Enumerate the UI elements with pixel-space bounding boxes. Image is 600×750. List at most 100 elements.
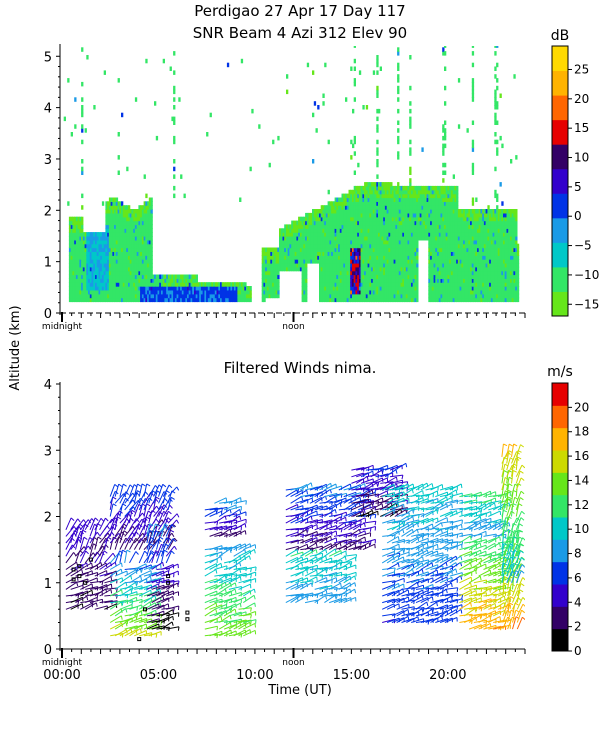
snr-heatmap-cell: [449, 243, 452, 249]
snr-heatmap-cell: [77, 297, 80, 303]
snr-heatmap-cell: [298, 266, 301, 272]
snr-heatmap-cell: [388, 209, 391, 214]
snr-heatmap-cell: [343, 193, 346, 199]
snr-heatmap-cell: [353, 239, 356, 245]
snr-heatmap-cell: [442, 147, 445, 152]
snr-heatmap-cell: [185, 286, 188, 291]
snr-heatmap-cell: [398, 228, 402, 233]
snr-heatmap-cell: [411, 243, 414, 249]
snr-heatmap-cell: [148, 247, 152, 252]
snr-heatmap-cell: [492, 297, 495, 303]
snr-heatmap-cell: [477, 255, 480, 260]
snr-heatmap-cell: [70, 262, 73, 268]
snr-heatmap-cell: [133, 209, 136, 214]
snr-heatmap-cell: [148, 243, 152, 249]
snr-heatmap-cell: [138, 216, 141, 222]
snr-heatmap-cell: [301, 224, 304, 229]
snr-heatmap-cell: [338, 262, 341, 268]
snr-heatmap-cell: [108, 289, 112, 295]
snr-heatmap-cell: [496, 243, 499, 249]
snr-heatmap-cell: [489, 289, 492, 295]
snr-heatmap-cell: [93, 297, 96, 303]
snr-heatmap-cell: [440, 189, 443, 195]
snr-heatmap-cell: [438, 201, 442, 206]
snr-heatmap-cell: [244, 297, 247, 303]
snr-heatmap-cell: [353, 193, 356, 199]
snr-heatmap-cell: [464, 212, 468, 218]
snr-heatmap-cell: [416, 278, 419, 283]
snr-heatmap-cell: [378, 205, 381, 210]
snr-heatmap-cell: [324, 232, 327, 237]
snr-heatmap-cell: [331, 209, 334, 214]
snr-heatmap-cell: [331, 247, 334, 252]
snr-heatmap-cell: [409, 259, 412, 264]
snr-heatmap-cell: [181, 297, 185, 303]
snr-heatmap-cell: [325, 232, 329, 237]
snr-heatmap-cell: [176, 289, 179, 295]
snr-heatmap-cell: [362, 105, 365, 110]
snr-heatmap-cell: [128, 293, 131, 299]
snr-heatmap-cell: [381, 216, 384, 222]
snr-heatmap-cell: [407, 259, 410, 264]
snr-heatmap-cell: [475, 224, 478, 229]
snr-heatmap-cell: [150, 209, 153, 214]
snr-heatmap-cell: [473, 228, 476, 233]
snr-heatmap-cell: [77, 286, 80, 291]
snr-heatmap-cell: [322, 278, 325, 283]
snr-heatmap-cell: [409, 166, 412, 172]
snr-heatmap-cell: [424, 232, 428, 237]
snr-heatmap-cell: [483, 282, 487, 287]
snr-heatmap-cell: [398, 286, 402, 291]
snr-heatmap-cell: [447, 209, 450, 214]
snr-heatmap-cell: [371, 193, 374, 199]
snr-heatmap-cell: [313, 243, 317, 249]
snr-heatmap-cell: [145, 228, 148, 233]
snr-heatmap-cell: [440, 282, 443, 287]
snr-heatmap-cell: [407, 209, 410, 214]
snr-heatmap-cell: [322, 274, 325, 279]
snr-heatmap-cell: [444, 220, 447, 226]
snr-heatmap-cell: [490, 216, 494, 222]
snr-heatmap-cell: [322, 293, 325, 299]
snr-heatmap-cell: [108, 197, 112, 202]
snr-heatmap-cell: [489, 232, 492, 237]
snr-heatmap-cell: [454, 266, 457, 272]
snr-heatmap-cell: [447, 286, 450, 291]
snr-heatmap-cell: [270, 274, 273, 279]
snr-heatmap-cell: [438, 193, 442, 199]
snr-heatmap-cell: [421, 228, 424, 233]
snr-heatmap-cell: [384, 278, 388, 283]
snr-heatmap-cell: [112, 201, 115, 206]
snr-heatmap-cell: [115, 274, 119, 279]
snr-heatmap-cell: [84, 255, 87, 260]
snr-heatmap-cell: [457, 251, 461, 256]
snr-heatmap-cell: [305, 224, 308, 229]
snr-heatmap-cell: [350, 236, 353, 241]
snr-heatmap-cell: [440, 193, 443, 199]
snr-heatmap-cell: [492, 224, 495, 229]
snr-heatmap-cell: [468, 255, 471, 260]
snr-heatmap-cell: [365, 243, 369, 249]
snr-heatmap-cell: [324, 262, 327, 268]
snr-heatmap-cell: [438, 189, 442, 195]
snr-heatmap-cell: [456, 228, 459, 233]
snr-heatmap-cell: [112, 220, 115, 226]
snr-heatmap-cell: [74, 262, 77, 268]
snr-heatmap-cell: [134, 270, 138, 276]
snr-heatmap-cell: [190, 289, 193, 295]
snr-heatmap-cell: [397, 278, 400, 283]
snr-heatmap-cell: [475, 262, 478, 268]
snr-heatmap-cell: [501, 278, 504, 283]
snr-heatmap-cell: [190, 297, 193, 303]
snr-heatmap-cell: [492, 293, 495, 299]
snr-heatmap-cell: [447, 236, 450, 241]
snr-heatmap-cell: [369, 224, 372, 229]
snr-heatmap-cell: [324, 251, 327, 256]
snr-heatmap-cell: [412, 212, 415, 218]
snr-heatmap-cell: [449, 282, 452, 287]
snr-heatmap-cell: [107, 232, 110, 237]
snr-heatmap-cell: [388, 297, 391, 303]
snr-heatmap-cell: [457, 289, 461, 295]
snr-heatmap-cell: [195, 282, 198, 287]
snr-heatmap-cell: [315, 239, 318, 245]
